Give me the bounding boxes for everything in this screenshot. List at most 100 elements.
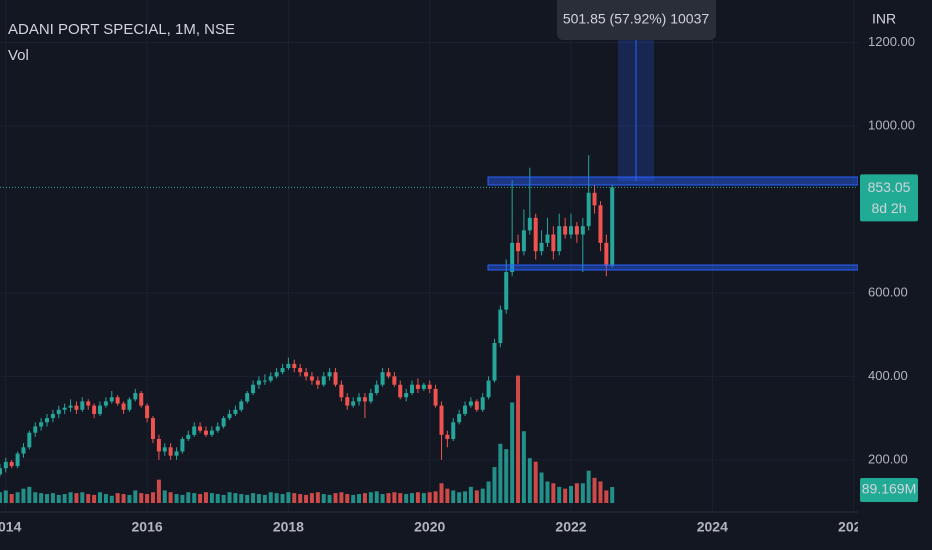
candle-body xyxy=(574,226,579,235)
volume-bar xyxy=(398,493,403,503)
candle-body xyxy=(592,192,597,206)
volume-bar xyxy=(563,488,568,503)
volume-bar xyxy=(410,493,415,503)
currency: INR xyxy=(872,11,896,27)
volume-bar xyxy=(545,481,550,503)
y-axis: 200.00 400.00 600.00 1000.00 1200.00 xyxy=(868,34,915,466)
candle-body xyxy=(610,187,615,266)
volume-bar xyxy=(150,492,155,503)
last-price-box xyxy=(860,174,918,222)
candle-body xyxy=(457,413,462,423)
candle-body xyxy=(268,376,273,381)
candle-body xyxy=(404,393,409,398)
volume-bar xyxy=(321,494,326,503)
candle-body xyxy=(33,426,38,433)
candle-body xyxy=(168,447,173,456)
volume-bar xyxy=(380,494,385,503)
volume-bar xyxy=(239,494,244,503)
volume-bar xyxy=(374,491,379,503)
candle-body xyxy=(374,384,379,394)
volume-bar xyxy=(256,494,261,503)
volume-bar xyxy=(580,483,585,503)
volume-bar xyxy=(468,486,473,503)
x-tick-label: 2018 xyxy=(273,519,304,535)
candle-body xyxy=(44,418,49,423)
candle-body xyxy=(304,372,309,377)
candle-body xyxy=(97,405,102,414)
candle-body xyxy=(315,380,320,385)
candle-body xyxy=(286,363,291,369)
candle-body xyxy=(0,468,2,475)
volume-bar xyxy=(86,494,91,503)
candle-body xyxy=(150,418,155,439)
volume-bar xyxy=(109,495,114,503)
last-price-label: 853.05 xyxy=(868,179,911,195)
candle-body xyxy=(298,368,303,373)
candle-body xyxy=(598,205,603,243)
countdown-label: 8d 2h xyxy=(871,200,906,216)
volume-bar xyxy=(186,492,191,503)
volume-bar xyxy=(492,467,497,503)
candle-body xyxy=(280,368,285,373)
volume-bar xyxy=(251,493,256,503)
resistance-zone xyxy=(487,176,859,186)
candle-body xyxy=(215,426,220,431)
volume-bar xyxy=(327,494,332,503)
candle-body xyxy=(74,405,79,410)
volume-bar xyxy=(386,493,391,503)
volume-bar xyxy=(586,470,591,503)
candle-body xyxy=(50,413,55,419)
volume-bar xyxy=(298,494,303,503)
candle-body xyxy=(480,397,485,410)
y-tick-label: 1000.00 xyxy=(868,117,915,132)
volume-bar xyxy=(39,493,44,503)
volume-bar xyxy=(516,375,521,503)
volume-bar xyxy=(292,493,297,503)
volume-bar xyxy=(351,494,356,503)
y-tick-label: 400.00 xyxy=(868,368,908,383)
volume-bar xyxy=(15,492,20,503)
candle-body xyxy=(604,242,609,266)
x-tick-label: 2020 xyxy=(414,519,445,535)
volume-bar xyxy=(357,494,362,503)
candle-body xyxy=(357,397,362,402)
volume-bar xyxy=(0,492,2,503)
candle-body xyxy=(121,403,126,410)
volume-bar xyxy=(121,494,126,503)
volume-bar xyxy=(486,481,491,503)
volume-bar xyxy=(203,492,208,503)
candle-body xyxy=(569,226,574,235)
candle-body xyxy=(333,372,338,385)
volume-bar xyxy=(451,490,456,503)
candle-body xyxy=(521,230,526,252)
price-scale xyxy=(858,0,932,550)
x-tick-label: 2024 xyxy=(697,519,728,535)
volume-bar xyxy=(168,492,173,503)
candle-body xyxy=(156,438,161,452)
candle-body xyxy=(380,372,385,385)
candle-body xyxy=(527,217,532,231)
candle-body xyxy=(221,418,226,427)
candle-body xyxy=(580,226,585,235)
volume-bar xyxy=(339,492,344,503)
volume-bar xyxy=(245,494,250,503)
volume-bar xyxy=(427,492,432,503)
candle-body xyxy=(445,434,450,439)
candle-body xyxy=(256,380,261,385)
volume-bar xyxy=(551,483,556,503)
volume-bar xyxy=(74,493,79,503)
volume-bar xyxy=(215,494,220,503)
candle-body xyxy=(115,397,120,404)
candle-body xyxy=(145,405,150,419)
candle-body xyxy=(563,226,568,235)
candle-body xyxy=(39,422,44,427)
volume-bar xyxy=(227,492,232,503)
candle-body xyxy=(463,405,468,414)
grid xyxy=(0,0,858,512)
volume-bar xyxy=(439,483,444,503)
support-zone xyxy=(487,264,859,271)
candle-body xyxy=(474,401,479,410)
y-tick-label: 1200.00 xyxy=(868,34,915,49)
candle-body xyxy=(86,401,91,406)
volume-bar xyxy=(463,491,468,503)
